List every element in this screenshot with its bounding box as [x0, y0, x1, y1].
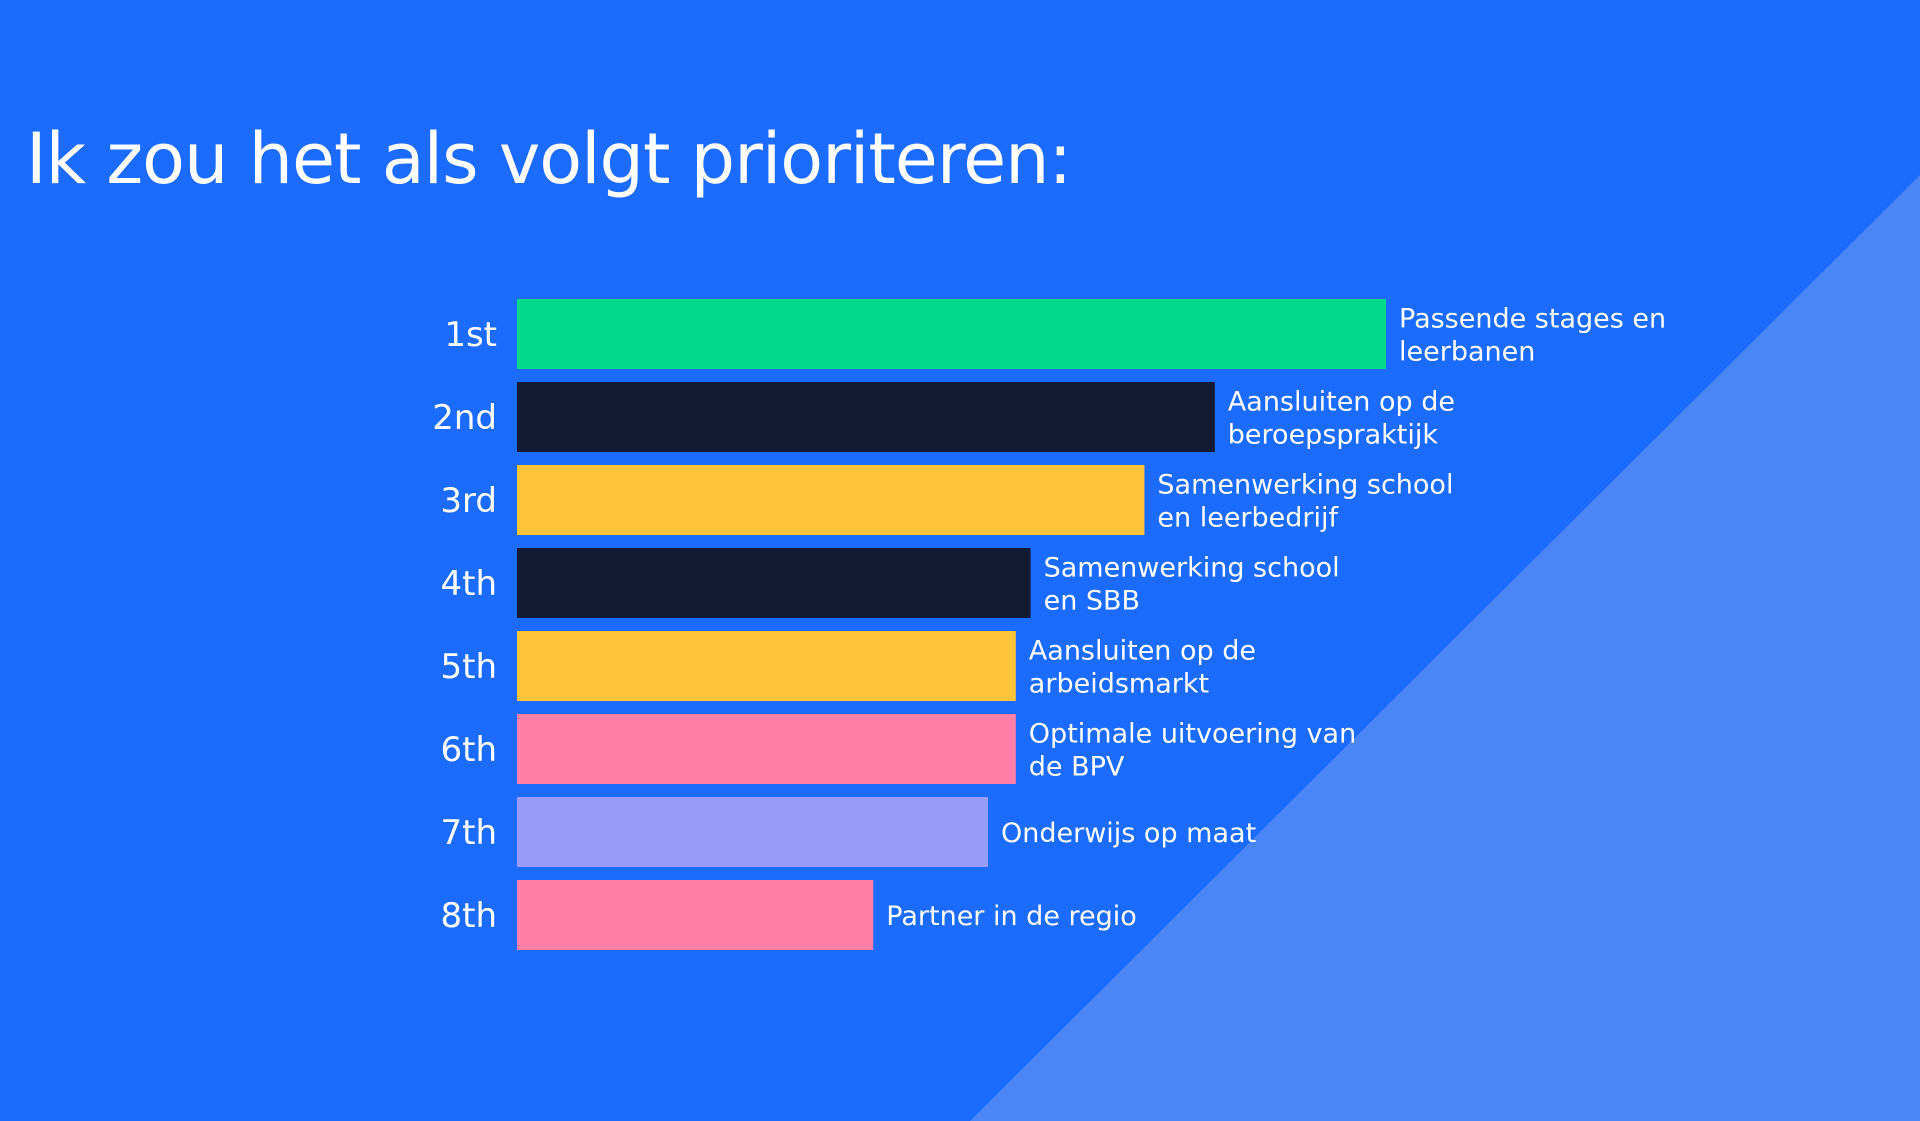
bar-label: en leerbedrijf — [1157, 503, 1339, 534]
bar — [517, 797, 988, 867]
bar — [517, 714, 1016, 784]
bar — [517, 465, 1145, 535]
bar-label: beroepspraktijk — [1228, 420, 1439, 451]
bar-label: Partner in de regio — [886, 901, 1137, 932]
rank-label: 3rd — [440, 481, 497, 521]
rank-label: 4th — [440, 564, 497, 604]
bar — [517, 548, 1031, 618]
bar — [517, 631, 1016, 701]
bar-label: Onderwijs op maat — [1001, 818, 1256, 849]
bar — [517, 880, 874, 950]
bar-label: Optimale uitvoering van — [1029, 719, 1356, 750]
rank-label: 7th — [440, 813, 497, 853]
rank-label: 2nd — [432, 398, 497, 438]
rank-label: 5th — [440, 647, 497, 687]
bar-label: de BPV — [1029, 752, 1125, 783]
bar — [517, 299, 1386, 369]
bar-label: Samenwerking school — [1157, 470, 1453, 501]
bar — [517, 382, 1215, 452]
bar-label: Aansluiten op de — [1029, 636, 1256, 667]
slide-title: Ik zou het als volgt prioriteren: — [26, 118, 1072, 200]
rank-label: 6th — [440, 730, 497, 770]
diagonal-shape — [970, 175, 1920, 1121]
bar-label: en SBB — [1044, 586, 1141, 617]
rank-label: 1st — [444, 315, 497, 355]
bar-label: leerbanen — [1399, 337, 1535, 368]
bar-label: Aansluiten op de — [1228, 387, 1455, 418]
bar-label: Passende stages en — [1399, 304, 1666, 335]
bar-label: Samenwerking school — [1044, 553, 1340, 584]
bar-label: arbeidsmarkt — [1029, 669, 1209, 700]
rank-label: 8th — [440, 896, 497, 936]
